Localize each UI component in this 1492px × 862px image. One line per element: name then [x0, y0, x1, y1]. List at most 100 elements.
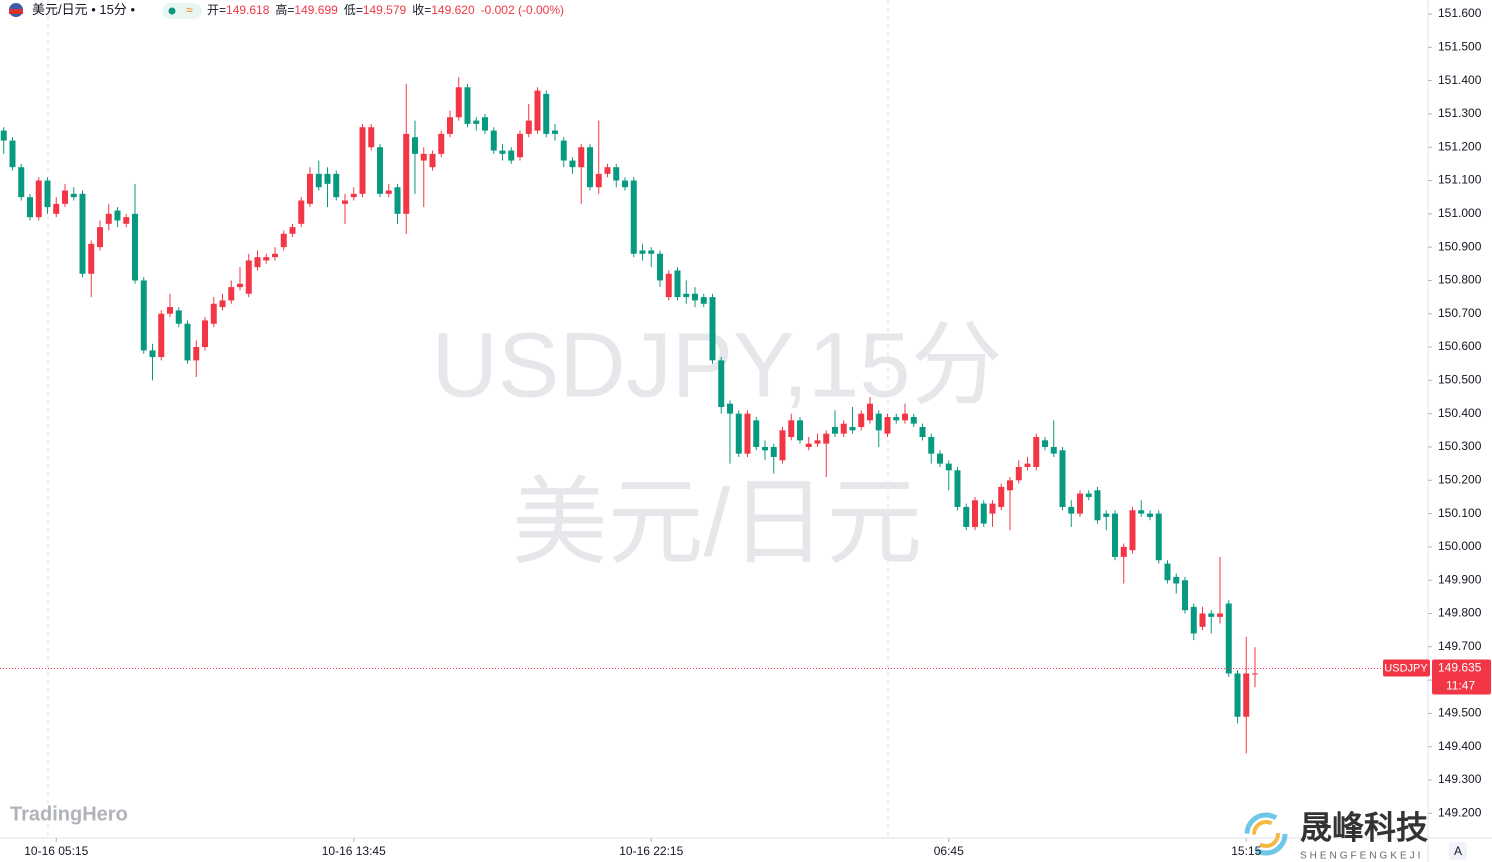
candle-body [1182, 580, 1188, 611]
candle-body [1252, 673, 1258, 675]
x-tick-label: 10-16 05:15 [24, 844, 88, 858]
ohlc-value: 149.620 [431, 3, 475, 17]
y-tick-label: 149.200 [1438, 806, 1482, 820]
x-tick-label: 06:45 [934, 844, 964, 858]
y-tick-label: 150.400 [1438, 406, 1482, 420]
candle-body [359, 127, 366, 194]
candle-body [53, 203, 60, 214]
candle-body [937, 453, 943, 464]
candle-body [543, 93, 550, 134]
candle-body [998, 486, 1005, 507]
candle-body [630, 180, 637, 254]
ohlc-value: 149.699 [294, 3, 338, 17]
auto-scale-button[interactable] [1449, 842, 1467, 860]
watermark: 美元/日元 [512, 469, 923, 576]
candle-body [989, 503, 996, 514]
candle-body [1225, 603, 1232, 674]
candle-body [972, 500, 978, 527]
candle-body [665, 273, 672, 298]
candle-body [875, 413, 882, 431]
candle-body [1103, 513, 1110, 517]
logo-text: 晟峰科技 [1300, 809, 1428, 845]
last-price-label: 149.635 [1438, 661, 1482, 675]
candle-body [858, 413, 865, 427]
candle-body [963, 506, 970, 527]
ohlc-name: 收= [412, 3, 431, 17]
candle-body [980, 503, 987, 524]
y-tick-label: 151.200 [1438, 139, 1482, 153]
candle-body [0, 130, 7, 141]
candle-body [700, 297, 707, 304]
status-badge[interactable] [162, 3, 202, 19]
candle-body [9, 140, 16, 168]
candle-body [613, 167, 620, 181]
candle-body [779, 430, 786, 461]
candle-body [140, 280, 147, 351]
candle-body [307, 173, 313, 204]
candle-body [552, 130, 558, 134]
candle-body [1129, 510, 1136, 551]
candle-body [674, 270, 681, 298]
y-tick-label: 151.400 [1438, 73, 1482, 87]
candle-body [455, 87, 462, 118]
candle-body [315, 173, 322, 188]
candle-body [298, 200, 305, 224]
candle-body [289, 227, 296, 234]
candle-body [175, 310, 182, 324]
y-tick-label: 151.500 [1438, 39, 1482, 53]
candle-body [385, 190, 392, 194]
y-tick-label: 151.600 [1438, 6, 1482, 20]
last-price-tag [1432, 659, 1491, 695]
ohlc-name: 高= [275, 2, 294, 17]
auto-scale-label[interactable]: A [1454, 844, 1462, 858]
candle-body [219, 300, 226, 308]
candle-body [490, 130, 497, 151]
ohlc-name: 开= [207, 3, 226, 17]
candle-body [867, 403, 873, 421]
candle-body [394, 187, 401, 214]
candle-body [18, 167, 25, 198]
candle-body [27, 197, 33, 218]
x-tick-label: 10-16 13:45 [322, 844, 386, 858]
candle-body [1164, 563, 1171, 581]
candle-body [429, 153, 436, 168]
symbol-tag-label: USDJPY [1384, 662, 1428, 674]
candle-body [508, 150, 515, 161]
candle-body [1112, 513, 1118, 557]
candle-body [578, 147, 585, 168]
candle-body [797, 420, 803, 441]
logo-left: TradingHero [10, 803, 128, 825]
y-tick-label: 150.800 [1438, 273, 1482, 287]
candle-body [202, 320, 208, 348]
candle-body [709, 297, 716, 361]
candle-body [447, 117, 453, 134]
candle-body [954, 470, 961, 507]
candle-body [762, 446, 768, 451]
candle-body [770, 446, 777, 457]
candle-body [1068, 506, 1075, 514]
y-tick-label: 150.900 [1438, 239, 1482, 253]
candle-body [464, 87, 471, 124]
countdown-label: 11:47 [1446, 679, 1475, 693]
y-tick-label: 151.300 [1438, 106, 1482, 120]
y-tick-label: 150.700 [1438, 306, 1482, 320]
candle-body [1050, 446, 1057, 454]
logo-icon [1244, 812, 1288, 856]
sep: • [127, 2, 136, 17]
candle-body [377, 147, 383, 194]
candle-body [245, 260, 252, 294]
watermark: USDJPY,15分 [431, 314, 1002, 416]
candle-body [79, 193, 86, 274]
logo-right: 晟峰科技 SHENGFENGKEJI [1244, 809, 1428, 862]
y-tick-label: 150.200 [1438, 472, 1482, 486]
candle-body [35, 180, 42, 218]
y-tick-label: 150.500 [1438, 373, 1482, 387]
candle-body [482, 117, 488, 131]
candle-body [420, 153, 427, 161]
candle-body [1199, 613, 1206, 627]
status-icon: ≈ [186, 3, 193, 17]
candle-body [184, 323, 191, 361]
candle-body [534, 90, 541, 131]
y-tick-label: 150.100 [1438, 506, 1482, 520]
